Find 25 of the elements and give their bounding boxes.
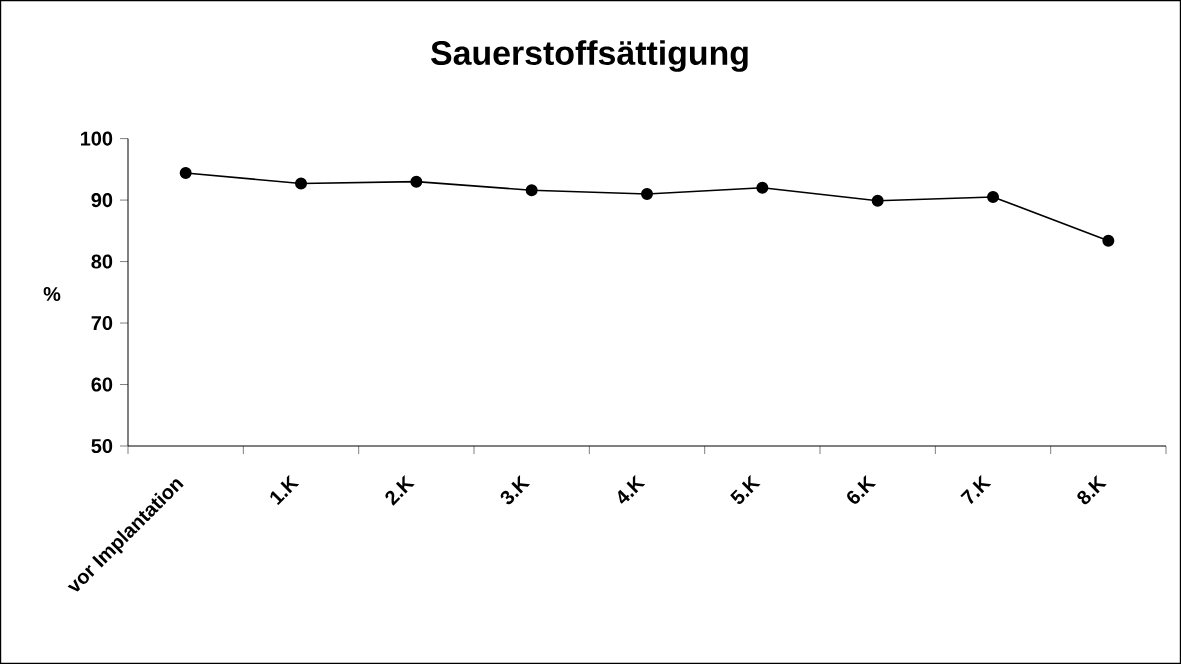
chart-title: Sauerstoffsättigung <box>431 40 748 72</box>
point <box>179 167 192 180</box>
x-tick-label: 1.K <box>270 474 300 506</box>
x-tick-label: 8.K <box>1077 474 1107 505</box>
x-tick-label: 4.K <box>618 474 646 504</box>
point <box>871 194 884 207</box>
point <box>756 181 769 194</box>
x-tick-label: 2.K <box>385 474 415 506</box>
y-tick-label: 50 <box>91 438 113 454</box>
y-tick-label: 90 <box>91 193 113 208</box>
x-tick-label: 5.K <box>730 474 761 504</box>
y-tick-label: 80 <box>91 254 113 269</box>
point <box>641 187 653 200</box>
point <box>525 184 538 197</box>
y-tick-label: 100 <box>80 131 113 146</box>
x-tick-label: 6.K <box>847 474 877 504</box>
y-tick-label: 60 <box>91 377 113 392</box>
point <box>410 175 423 188</box>
y-axis-title: % <box>43 286 61 302</box>
x-tick-label: 7.K <box>960 474 992 504</box>
point <box>987 191 1000 203</box>
point <box>1102 234 1115 247</box>
x-tick-label: 3.K <box>500 474 531 505</box>
point <box>295 177 307 190</box>
y-tick-label: 70 <box>91 315 113 331</box>
